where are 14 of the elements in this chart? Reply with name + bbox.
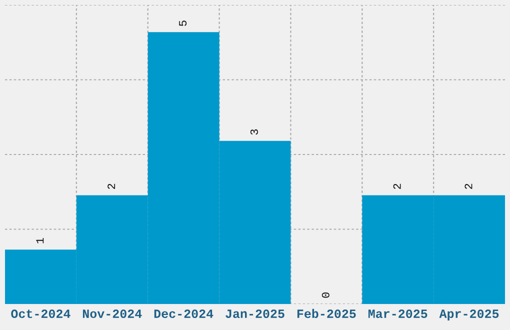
x-tick-label: Dec-2024: [154, 310, 214, 318]
x-tick-label: Mar-2025: [368, 310, 428, 318]
x-tick-label: Apr-2025: [439, 310, 499, 321]
x-tick-label: Oct-2024: [11, 310, 70, 318]
data-label: 2: [393, 184, 401, 189]
x-tick-label: Jan-2025: [226, 310, 284, 318]
x-tick-label: Nov-2024: [82, 310, 142, 318]
x-tick-label: Feb-2025: [297, 308, 356, 318]
data-label: 2: [108, 184, 116, 189]
data-label: 2: [464, 184, 472, 189]
data-label: 5: [179, 20, 187, 26]
data-label: 3: [250, 129, 258, 135]
data-label: 0: [322, 292, 330, 298]
data-label: 1: [36, 238, 44, 244]
